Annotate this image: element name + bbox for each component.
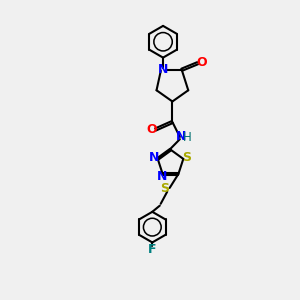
- Text: F: F: [148, 243, 157, 256]
- Text: S: S: [182, 152, 191, 164]
- Text: O: O: [146, 123, 157, 136]
- Text: S: S: [160, 182, 169, 195]
- Text: N: N: [176, 130, 186, 143]
- Text: N: N: [158, 63, 168, 76]
- Text: O: O: [196, 56, 207, 69]
- Text: N: N: [157, 170, 167, 183]
- Text: N: N: [149, 152, 159, 164]
- Text: H: H: [183, 131, 191, 144]
